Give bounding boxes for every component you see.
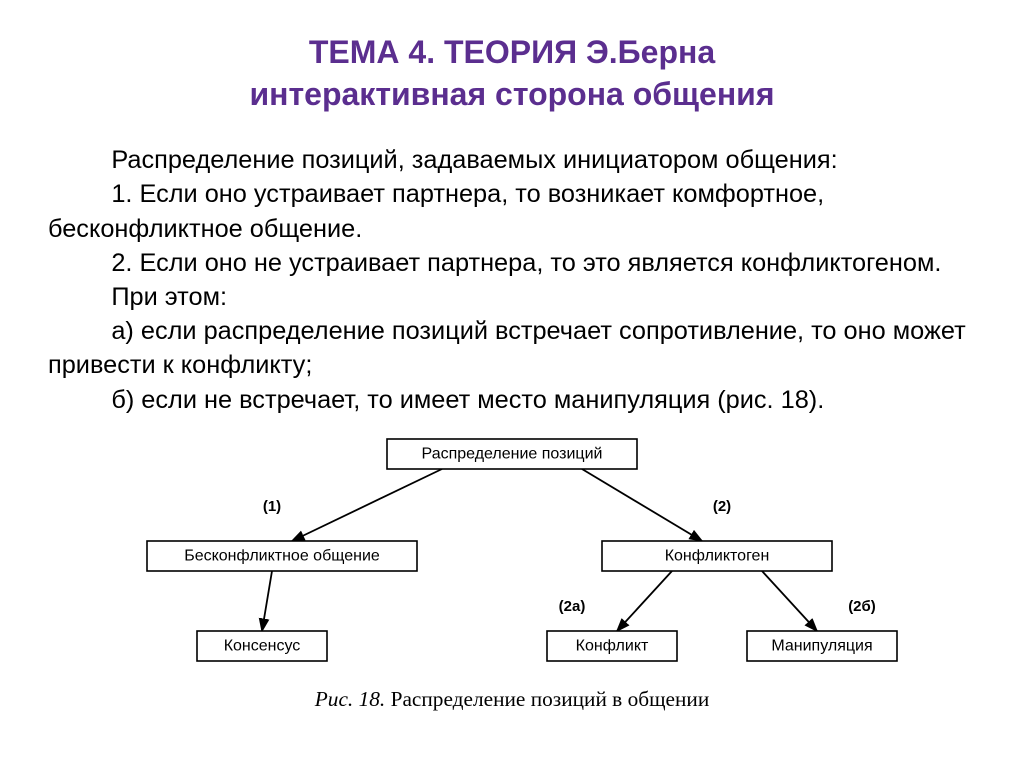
body-text: Распределение позиций, задаваемых инициа… (48, 143, 976, 417)
figure-caption: Рис. 18. Распределение позиций в общении (48, 687, 976, 712)
slide-title: ТЕМА 4. ТЕОРИЯ Э.Берна интерактивная сто… (48, 32, 976, 115)
node-konsensus: Консенсус (197, 631, 327, 661)
edge-bezconf-konsensus (262, 571, 272, 631)
svg-text:Распределение позиций: Распределение позиций (422, 445, 603, 462)
title-line-2: интерактивная сторона общения (48, 74, 976, 116)
edge-konfgen-manip (762, 571, 817, 631)
edge-label: (2б) (848, 598, 876, 615)
edge-root-bezconf (292, 469, 442, 541)
node-manip: Манипуляция (747, 631, 897, 661)
tree-diagram: (1) (2) (2а) (2б) Распределение позиций Беско… (102, 431, 922, 681)
body-p5: а) если распределение позиций встречает … (48, 314, 976, 382)
node-konfgen: Конфликтоген (602, 541, 832, 571)
edge-root-konfgen (582, 469, 702, 541)
body-p3: 2. Если оно не устраивает партнера, то э… (48, 246, 976, 280)
edge-konfgen-konflikt (617, 571, 672, 631)
body-p4: При этом: (48, 280, 976, 314)
svg-text:Конфликт: Конфликт (576, 637, 649, 654)
body-p1: Распределение позиций, задаваемых инициа… (48, 143, 976, 177)
node-root: Распределение позиций (387, 439, 637, 469)
edge-label: (2) (713, 498, 731, 515)
body-p2: 1. Если оно устраивает партнера, то возн… (48, 177, 976, 245)
title-line-1: ТЕМА 4. ТЕОРИЯ Э.Берна (48, 32, 976, 74)
edge-label: (2а) (559, 598, 586, 615)
svg-text:Конфликтоген: Конфликтоген (665, 547, 770, 564)
tree-svg: (1) (2) (2а) (2б) Распределение позиций Беско… (102, 431, 922, 681)
svg-text:Бесконфликтное общение: Бесконфликтное общение (184, 547, 380, 564)
svg-text:Манипуляция: Манипуляция (771, 637, 872, 654)
caption-text: Распределение позиций в общении (385, 687, 709, 711)
node-konflikt: Конфликт (547, 631, 677, 661)
svg-text:Консенсус: Консенсус (224, 637, 301, 654)
edge-label: (1) (263, 498, 281, 515)
body-p6: б) если не встречает, то имеет место ман… (48, 383, 976, 417)
node-bezconf: Бесконфликтное общение (147, 541, 417, 571)
slide-page: ТЕМА 4. ТЕОРИЯ Э.Берна интерактивная сто… (0, 0, 1024, 768)
caption-prefix: Рис. 18. (315, 687, 385, 711)
